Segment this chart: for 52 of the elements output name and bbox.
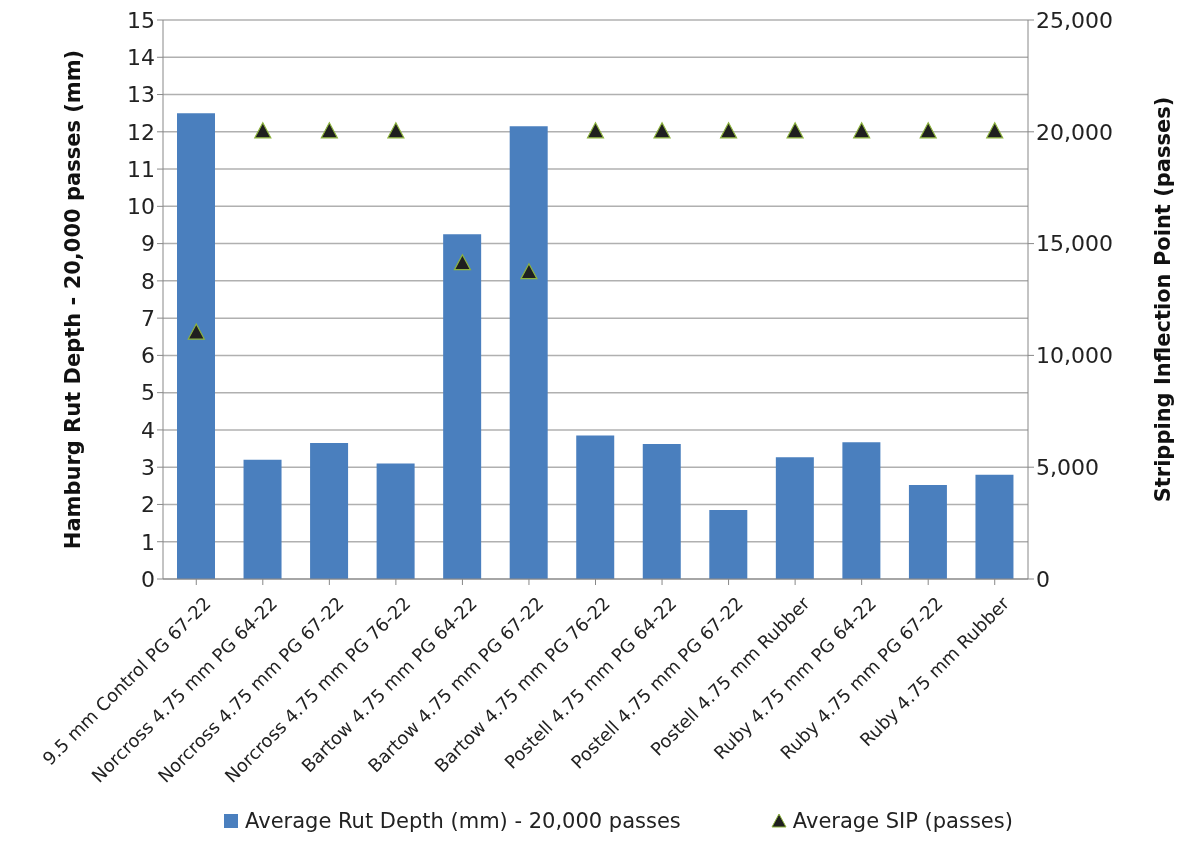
- y-tick-label: 12: [127, 119, 155, 145]
- point: [919, 122, 937, 139]
- y-tick-label: 8: [141, 268, 155, 294]
- y-tick-label: 3: [141, 455, 155, 481]
- y2-axis-title: Stripping Inflection Point (passes): [1151, 96, 1176, 503]
- y2-tick-label: 5,000: [1036, 455, 1099, 481]
- point: [586, 122, 605, 139]
- y-tick-label: 7: [141, 305, 155, 331]
- y-tick-label: 9: [141, 231, 155, 257]
- y-tick-label: 6: [141, 343, 155, 369]
- point: [986, 122, 1004, 139]
- y2-tick-label: 10,000: [1036, 343, 1113, 369]
- y2-tick-label: 20,000: [1036, 119, 1113, 145]
- point: [520, 263, 538, 280]
- point: [853, 122, 871, 139]
- y2-tick-label: 15,000: [1036, 231, 1113, 257]
- y-tick-label: 14: [127, 45, 155, 71]
- y2-tick-label: 0: [1036, 566, 1050, 592]
- bar: [842, 442, 881, 579]
- legend-label: Average Rut Depth (mm) - 20,000 passes: [245, 809, 681, 833]
- point: [453, 254, 472, 271]
- bar: [177, 113, 215, 579]
- y-tick-label: 4: [141, 417, 155, 443]
- y-tick-label: 11: [127, 156, 155, 182]
- bar: [310, 442, 349, 579]
- bar: [709, 510, 748, 579]
- y-tick-label: 10: [127, 194, 155, 220]
- bar: [775, 457, 814, 579]
- bar: [576, 435, 615, 579]
- point: [387, 122, 405, 139]
- point: [719, 122, 738, 139]
- bar: [642, 444, 681, 579]
- y2-tick-label: 25,000: [1036, 7, 1113, 33]
- y-tick-label: 13: [127, 82, 155, 108]
- point: [187, 323, 205, 340]
- y-tick-label: 0: [141, 566, 155, 592]
- y-tick-label: 15: [127, 7, 155, 33]
- bar: [975, 474, 1014, 579]
- y-axis-title: Hamburg Rut Depth - 20,000 passes (mm): [61, 49, 86, 550]
- point: [320, 122, 338, 139]
- point: [786, 122, 804, 139]
- point: [254, 122, 272, 139]
- y-tick-label: 1: [141, 529, 155, 555]
- bar: [443, 234, 482, 579]
- y-tick-label: 2: [141, 492, 155, 518]
- y-tick-label: 5: [141, 380, 155, 406]
- bar: [509, 126, 548, 579]
- bar: [376, 463, 415, 579]
- point: [653, 122, 671, 139]
- bar: [243, 459, 282, 579]
- bar: [908, 485, 947, 579]
- legend-label: Average SIP (passes): [792, 809, 1013, 833]
